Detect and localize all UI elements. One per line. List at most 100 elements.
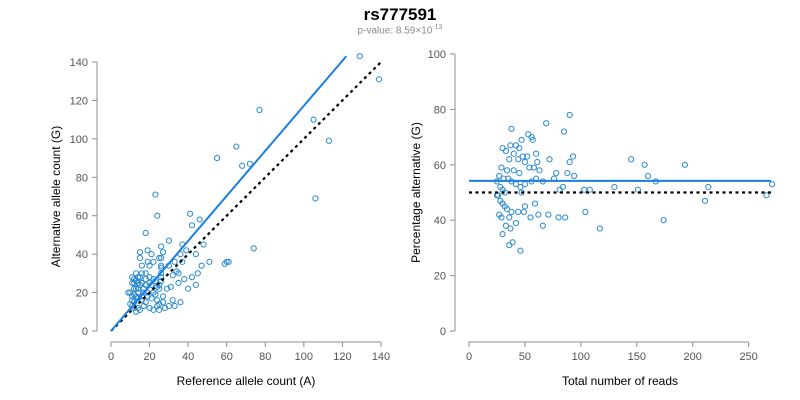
pct-data-point bbox=[512, 219, 520, 227]
pct-data-point bbox=[705, 183, 712, 191]
pct-data-point bbox=[508, 208, 515, 215]
count-data-point bbox=[183, 247, 190, 254]
pct-data-point bbox=[515, 208, 522, 215]
pct-y-tick-label: 80 bbox=[434, 104, 446, 116]
count-data-point bbox=[134, 285, 142, 292]
count-data-point bbox=[129, 279, 136, 287]
count-x-tick-label: 40 bbox=[182, 351, 194, 363]
count-data-point bbox=[171, 302, 178, 310]
count-data-point bbox=[173, 268, 180, 275]
count-data-point bbox=[171, 258, 178, 265]
p-value-subtitle: p-value: 8.59×10-13 bbox=[0, 24, 800, 36]
pct-data-point bbox=[510, 167, 517, 174]
pct-data-point bbox=[543, 120, 550, 127]
pct-data-point bbox=[517, 247, 524, 254]
pct-data-point bbox=[539, 222, 546, 229]
pct-y-tick-label: 20 bbox=[434, 271, 446, 283]
count-y-tick-label: 60 bbox=[76, 211, 88, 223]
count-data-point bbox=[200, 241, 207, 248]
pct-data-point bbox=[498, 164, 505, 171]
count-data-point bbox=[206, 258, 213, 265]
count-data-point bbox=[136, 254, 144, 262]
count-data-point bbox=[136, 249, 144, 256]
pct-data-point bbox=[508, 125, 515, 132]
pct-data-point bbox=[546, 156, 553, 163]
pct-data-point bbox=[566, 158, 573, 166]
p-value-exponent: -13 bbox=[432, 24, 443, 31]
pct-data-point bbox=[526, 164, 533, 171]
count-data-point bbox=[131, 279, 138, 287]
count-data-point bbox=[165, 237, 172, 244]
pct-data-point bbox=[763, 192, 770, 199]
count-data-point bbox=[213, 154, 221, 162]
count-data-point bbox=[154, 212, 161, 219]
count-data-point bbox=[158, 264, 165, 271]
count-y-tick-label: 140 bbox=[70, 57, 88, 69]
count-y-tick-label: 120 bbox=[70, 95, 88, 107]
count-data-point bbox=[125, 289, 132, 296]
count-data-point bbox=[169, 272, 176, 279]
pct-data-point bbox=[531, 200, 539, 207]
pct-x-tick-label: 200 bbox=[684, 351, 702, 363]
pct-data-point bbox=[518, 189, 525, 196]
count-data-point bbox=[144, 247, 151, 254]
pct-data-point bbox=[571, 172, 578, 179]
pct-x-tick-label: 0 bbox=[466, 351, 472, 363]
count-data-point bbox=[158, 262, 165, 269]
count-y-tick-label: 80 bbox=[76, 172, 88, 184]
count-data-point bbox=[163, 285, 171, 292]
pct-data-point bbox=[507, 142, 514, 149]
count-data-point bbox=[158, 243, 165, 250]
pct-data-point bbox=[521, 203, 529, 210]
pct-data-point bbox=[596, 225, 603, 232]
pct-data-point bbox=[502, 147, 510, 155]
pct-data-point bbox=[586, 186, 593, 193]
count-data-point bbox=[156, 285, 163, 292]
pct-data-point bbox=[516, 170, 523, 177]
count-data-point bbox=[138, 262, 145, 269]
count-x-tick-label: 20 bbox=[143, 351, 155, 363]
pct-data-point bbox=[506, 214, 513, 221]
count-data-point bbox=[144, 258, 151, 265]
count-data-point bbox=[188, 222, 196, 229]
count-data-point bbox=[256, 106, 263, 114]
pct-data-point bbox=[515, 156, 522, 163]
pct-data-point bbox=[536, 167, 543, 174]
pct-y-tick-label: 60 bbox=[434, 160, 446, 172]
count-reference-line bbox=[110, 61, 382, 332]
count-data-point bbox=[194, 270, 201, 277]
pct-data-point bbox=[611, 183, 618, 191]
pct-data-point bbox=[528, 134, 535, 141]
count-fit-line bbox=[110, 55, 348, 332]
count-data-point bbox=[177, 299, 184, 306]
count-data-point bbox=[161, 304, 169, 312]
chart-title: rs777591 bbox=[363, 5, 437, 24]
count-y-tick-label: 0 bbox=[82, 326, 88, 338]
pct-data-point bbox=[534, 158, 541, 166]
pct-data-point bbox=[517, 183, 524, 191]
count-data-point bbox=[129, 297, 136, 304]
count-data-point bbox=[158, 270, 165, 277]
count-data-point bbox=[192, 251, 199, 258]
pct-data-point bbox=[701, 197, 709, 204]
pct-data-point bbox=[519, 153, 526, 160]
pct-data-point bbox=[521, 158, 529, 166]
pct-data-point bbox=[498, 214, 505, 221]
pct-x-tick-label: 50 bbox=[519, 351, 531, 363]
pct-data-point bbox=[582, 208, 589, 215]
pct-data-point bbox=[769, 181, 776, 188]
pct-y-tick-label: 40 bbox=[434, 215, 446, 227]
count-data-point bbox=[198, 262, 205, 269]
pct-data-point bbox=[510, 150, 517, 157]
count-data-point bbox=[138, 279, 145, 287]
pct-data-point bbox=[681, 161, 688, 168]
pct-y-tick-label: 100 bbox=[428, 49, 446, 61]
pct-data-point bbox=[521, 181, 529, 188]
pct-data-point bbox=[516, 145, 523, 152]
count-data-point bbox=[310, 116, 317, 123]
pct-data-point bbox=[555, 214, 562, 221]
count-x-axis-title: Reference allele count (A) bbox=[177, 374, 316, 388]
count-data-point bbox=[233, 143, 240, 150]
pct-data-point bbox=[559, 183, 567, 191]
count-data-point bbox=[159, 299, 167, 306]
